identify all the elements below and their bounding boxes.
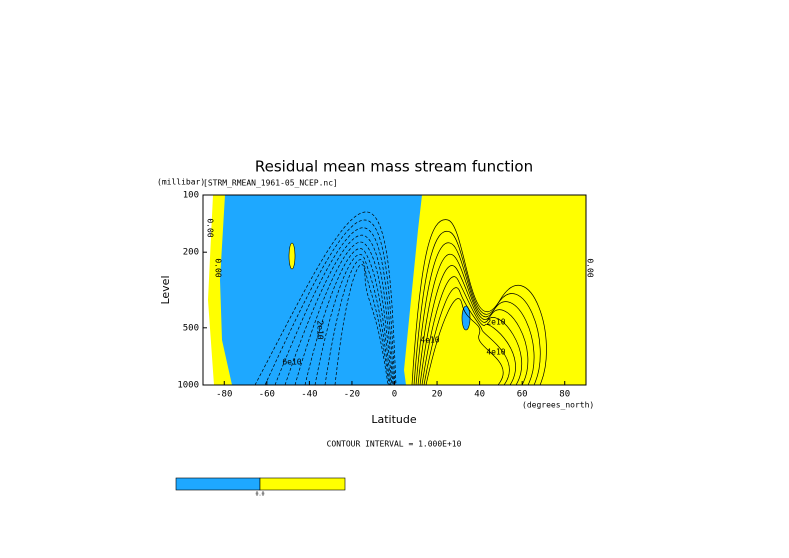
contour-line xyxy=(334,264,389,386)
x-tick-label: 60 xyxy=(517,390,528,400)
contour-label: 0.00 xyxy=(214,258,223,277)
negative-region xyxy=(220,195,422,385)
contour-line xyxy=(415,242,535,386)
y-tick-label: 100 xyxy=(183,191,199,201)
contour-line xyxy=(314,254,391,386)
contour-line xyxy=(274,227,395,386)
contour-line xyxy=(324,259,390,386)
y-tick-label: 500 xyxy=(183,323,199,333)
positive-region xyxy=(288,242,296,270)
x-tick-label: 20 xyxy=(432,390,443,400)
contour-line xyxy=(254,211,397,386)
contour-label: 0.00 xyxy=(586,258,595,277)
chart-title: Residual mean mass stream function xyxy=(255,158,533,176)
subtitle: [STRM_RMEAN_1961-05_NCEP.nc] xyxy=(203,179,338,188)
contour-line xyxy=(264,219,396,386)
colorbar-label: 0.0 xyxy=(255,492,264,498)
contour-label: 4e10 xyxy=(486,348,505,357)
contour-line xyxy=(419,265,523,386)
contour-line xyxy=(284,234,394,386)
contour-label: 0.00 xyxy=(206,218,215,237)
x-tick-label: -20 xyxy=(344,390,360,400)
contour-label: 4e10 xyxy=(420,336,439,345)
y-axis-label: Level xyxy=(159,275,172,304)
contour-line xyxy=(304,248,392,386)
contour-label: 6e10 xyxy=(282,358,301,367)
colorbar-negative xyxy=(175,477,261,491)
x-axis-label: Latitude xyxy=(371,413,417,426)
x-tick-label: 0 xyxy=(392,390,397,400)
contour-line xyxy=(294,241,393,386)
plot-area xyxy=(202,194,587,386)
blank-region xyxy=(203,195,214,385)
y-tick-label: 1000 xyxy=(177,381,199,391)
y-tick-label: 200 xyxy=(183,248,199,258)
note: CONTOUR INTERVAL = 1.000E+10 xyxy=(327,440,462,449)
x-tick-label: -60 xyxy=(259,390,275,400)
contour-line xyxy=(411,219,547,386)
contour-line xyxy=(425,298,504,386)
contour-label: 2e10 xyxy=(316,320,325,339)
x-unit: (degrees_north) xyxy=(522,401,594,410)
contour-line xyxy=(423,287,510,386)
x-tick-label: 40 xyxy=(474,390,485,400)
y-unit: (millibar) xyxy=(157,178,205,187)
contour-line xyxy=(421,276,516,386)
x-tick-label: -40 xyxy=(301,390,317,400)
x-tick-label: 80 xyxy=(559,390,570,400)
colorbar-positive xyxy=(259,477,346,491)
contour-line xyxy=(417,254,529,386)
contour-label: 2e10 xyxy=(486,318,505,327)
contour-line xyxy=(413,230,541,386)
x-tick-label: -80 xyxy=(216,390,232,400)
